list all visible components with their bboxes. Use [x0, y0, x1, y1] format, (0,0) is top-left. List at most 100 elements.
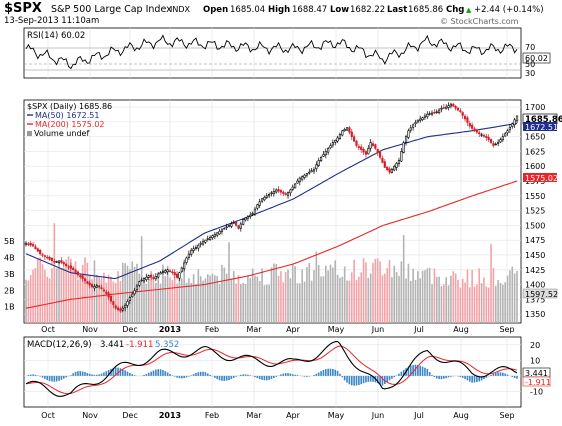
- candle-body: [327, 148, 330, 153]
- candle-body: [251, 213, 254, 215]
- macd-hist-bar: [65, 375, 67, 378]
- candle-body: [367, 148, 370, 155]
- candle-body: [43, 255, 46, 257]
- candle-body: [393, 165, 396, 171]
- x-tick-label: Jun: [371, 325, 385, 334]
- macd-hist-bar: [461, 375, 464, 378]
- candle-body: [72, 267, 75, 271]
- macd-hist-bar: [376, 375, 379, 384]
- candle-body: [397, 160, 401, 164]
- volume-bar: [492, 268, 495, 323]
- candle-body: [157, 273, 160, 278]
- macd-hist-bar: [103, 372, 105, 376]
- candle-body: [447, 105, 450, 108]
- ma50-value-box: [523, 122, 557, 131]
- candle-body: [461, 112, 464, 116]
- macd-hist-bar: [173, 375, 176, 377]
- volume-bar: [322, 276, 325, 323]
- ma50-line: [25, 122, 518, 280]
- macd-hist-bar: [218, 375, 221, 381]
- candle-body: [374, 144, 377, 149]
- volume-bar: [513, 273, 516, 323]
- candle-body: [459, 110, 462, 113]
- x-tick-label: May: [328, 325, 345, 334]
- candle-body: [133, 290, 136, 295]
- x-tick-label: Aug: [453, 411, 469, 420]
- macd-hist-bar: [70, 375, 72, 376]
- macd-hist-bar: [96, 374, 98, 376]
- macd-hist-bar: [350, 375, 353, 386]
- candle-body: [187, 253, 190, 258]
- macd-hist-bar: [86, 373, 89, 376]
- volume-bar: [55, 268, 58, 323]
- macd-hist-bar: [84, 372, 86, 376]
- macd-hist-bar: [256, 375, 259, 379]
- macd-box-value: 3.441: [525, 369, 548, 378]
- macd-hist-bar: [282, 373, 285, 376]
- volume-bar: [275, 263, 278, 323]
- candle-body: [246, 216, 249, 219]
- candle-body: [126, 301, 129, 306]
- candle-body: [93, 286, 96, 289]
- volume-bar: [499, 283, 502, 323]
- volume-bar: [454, 273, 457, 323]
- volume-bar: [37, 258, 39, 323]
- volume-bar: [188, 278, 190, 323]
- volume-bar: [32, 269, 34, 323]
- candle-body: [183, 262, 186, 270]
- macd-value: 3.441: [100, 340, 124, 350]
- rsi-line: [25, 34, 518, 70]
- candle-body: [220, 229, 224, 233]
- volume-bar: [34, 267, 37, 323]
- macd-hist-bar: [516, 375, 518, 379]
- macd-hist-bar: [296, 375, 299, 376]
- candle-body: [454, 105, 457, 109]
- volume-bar: [138, 273, 141, 323]
- macd-hist-bar: [407, 366, 410, 376]
- volume-bar: [60, 268, 63, 323]
- candle-body: [218, 231, 221, 235]
- volume-bar: [91, 279, 93, 323]
- macd-hist-bar: [435, 375, 438, 379]
- volume-bar: [502, 284, 504, 323]
- candle-body: [107, 292, 110, 298]
- volume-bar: [473, 286, 476, 323]
- macd-hist-bar: [379, 375, 381, 385]
- candle-body: [152, 277, 155, 279]
- volume-bar: [419, 278, 422, 323]
- volume-bar: [176, 283, 178, 323]
- candle-body: [41, 254, 44, 256]
- candle-body: [161, 271, 165, 273]
- candle-body: [334, 139, 337, 143]
- candle-body: [60, 260, 63, 263]
- candle-body: [322, 154, 325, 157]
- candle-body: [239, 223, 242, 229]
- volume-bar: [332, 267, 334, 323]
- candle-body: [164, 270, 167, 273]
- candle-body: [504, 133, 507, 137]
- candle-body: [433, 112, 436, 114]
- candle-body: [310, 170, 313, 173]
- volume-bar: [471, 269, 473, 323]
- price-tick-label: 1500: [525, 221, 545, 230]
- macd-hist-bar: [107, 369, 110, 376]
- macd-hist-bar: [473, 375, 476, 383]
- candle-body: [265, 195, 268, 198]
- candle-body: [131, 293, 134, 298]
- macd-hist-bar: [58, 375, 60, 381]
- volume-bar: [251, 268, 254, 323]
- candle-body: [348, 127, 351, 133]
- volume-bar: [367, 277, 370, 323]
- candle-body: [260, 198, 264, 202]
- volume-value: 1597.52: [525, 290, 558, 299]
- volume-bar: [62, 267, 65, 323]
- x-tick-label: Feb: [205, 411, 219, 420]
- candle-body: [419, 118, 422, 121]
- candle-body: [62, 262, 65, 265]
- macd-hist-bar: [343, 375, 346, 381]
- macd-hist-bar: [398, 373, 400, 376]
- volume-bar: [417, 271, 419, 323]
- volume-bar: [407, 263, 410, 323]
- candle-body: [159, 272, 162, 275]
- volume-bar: [412, 268, 414, 323]
